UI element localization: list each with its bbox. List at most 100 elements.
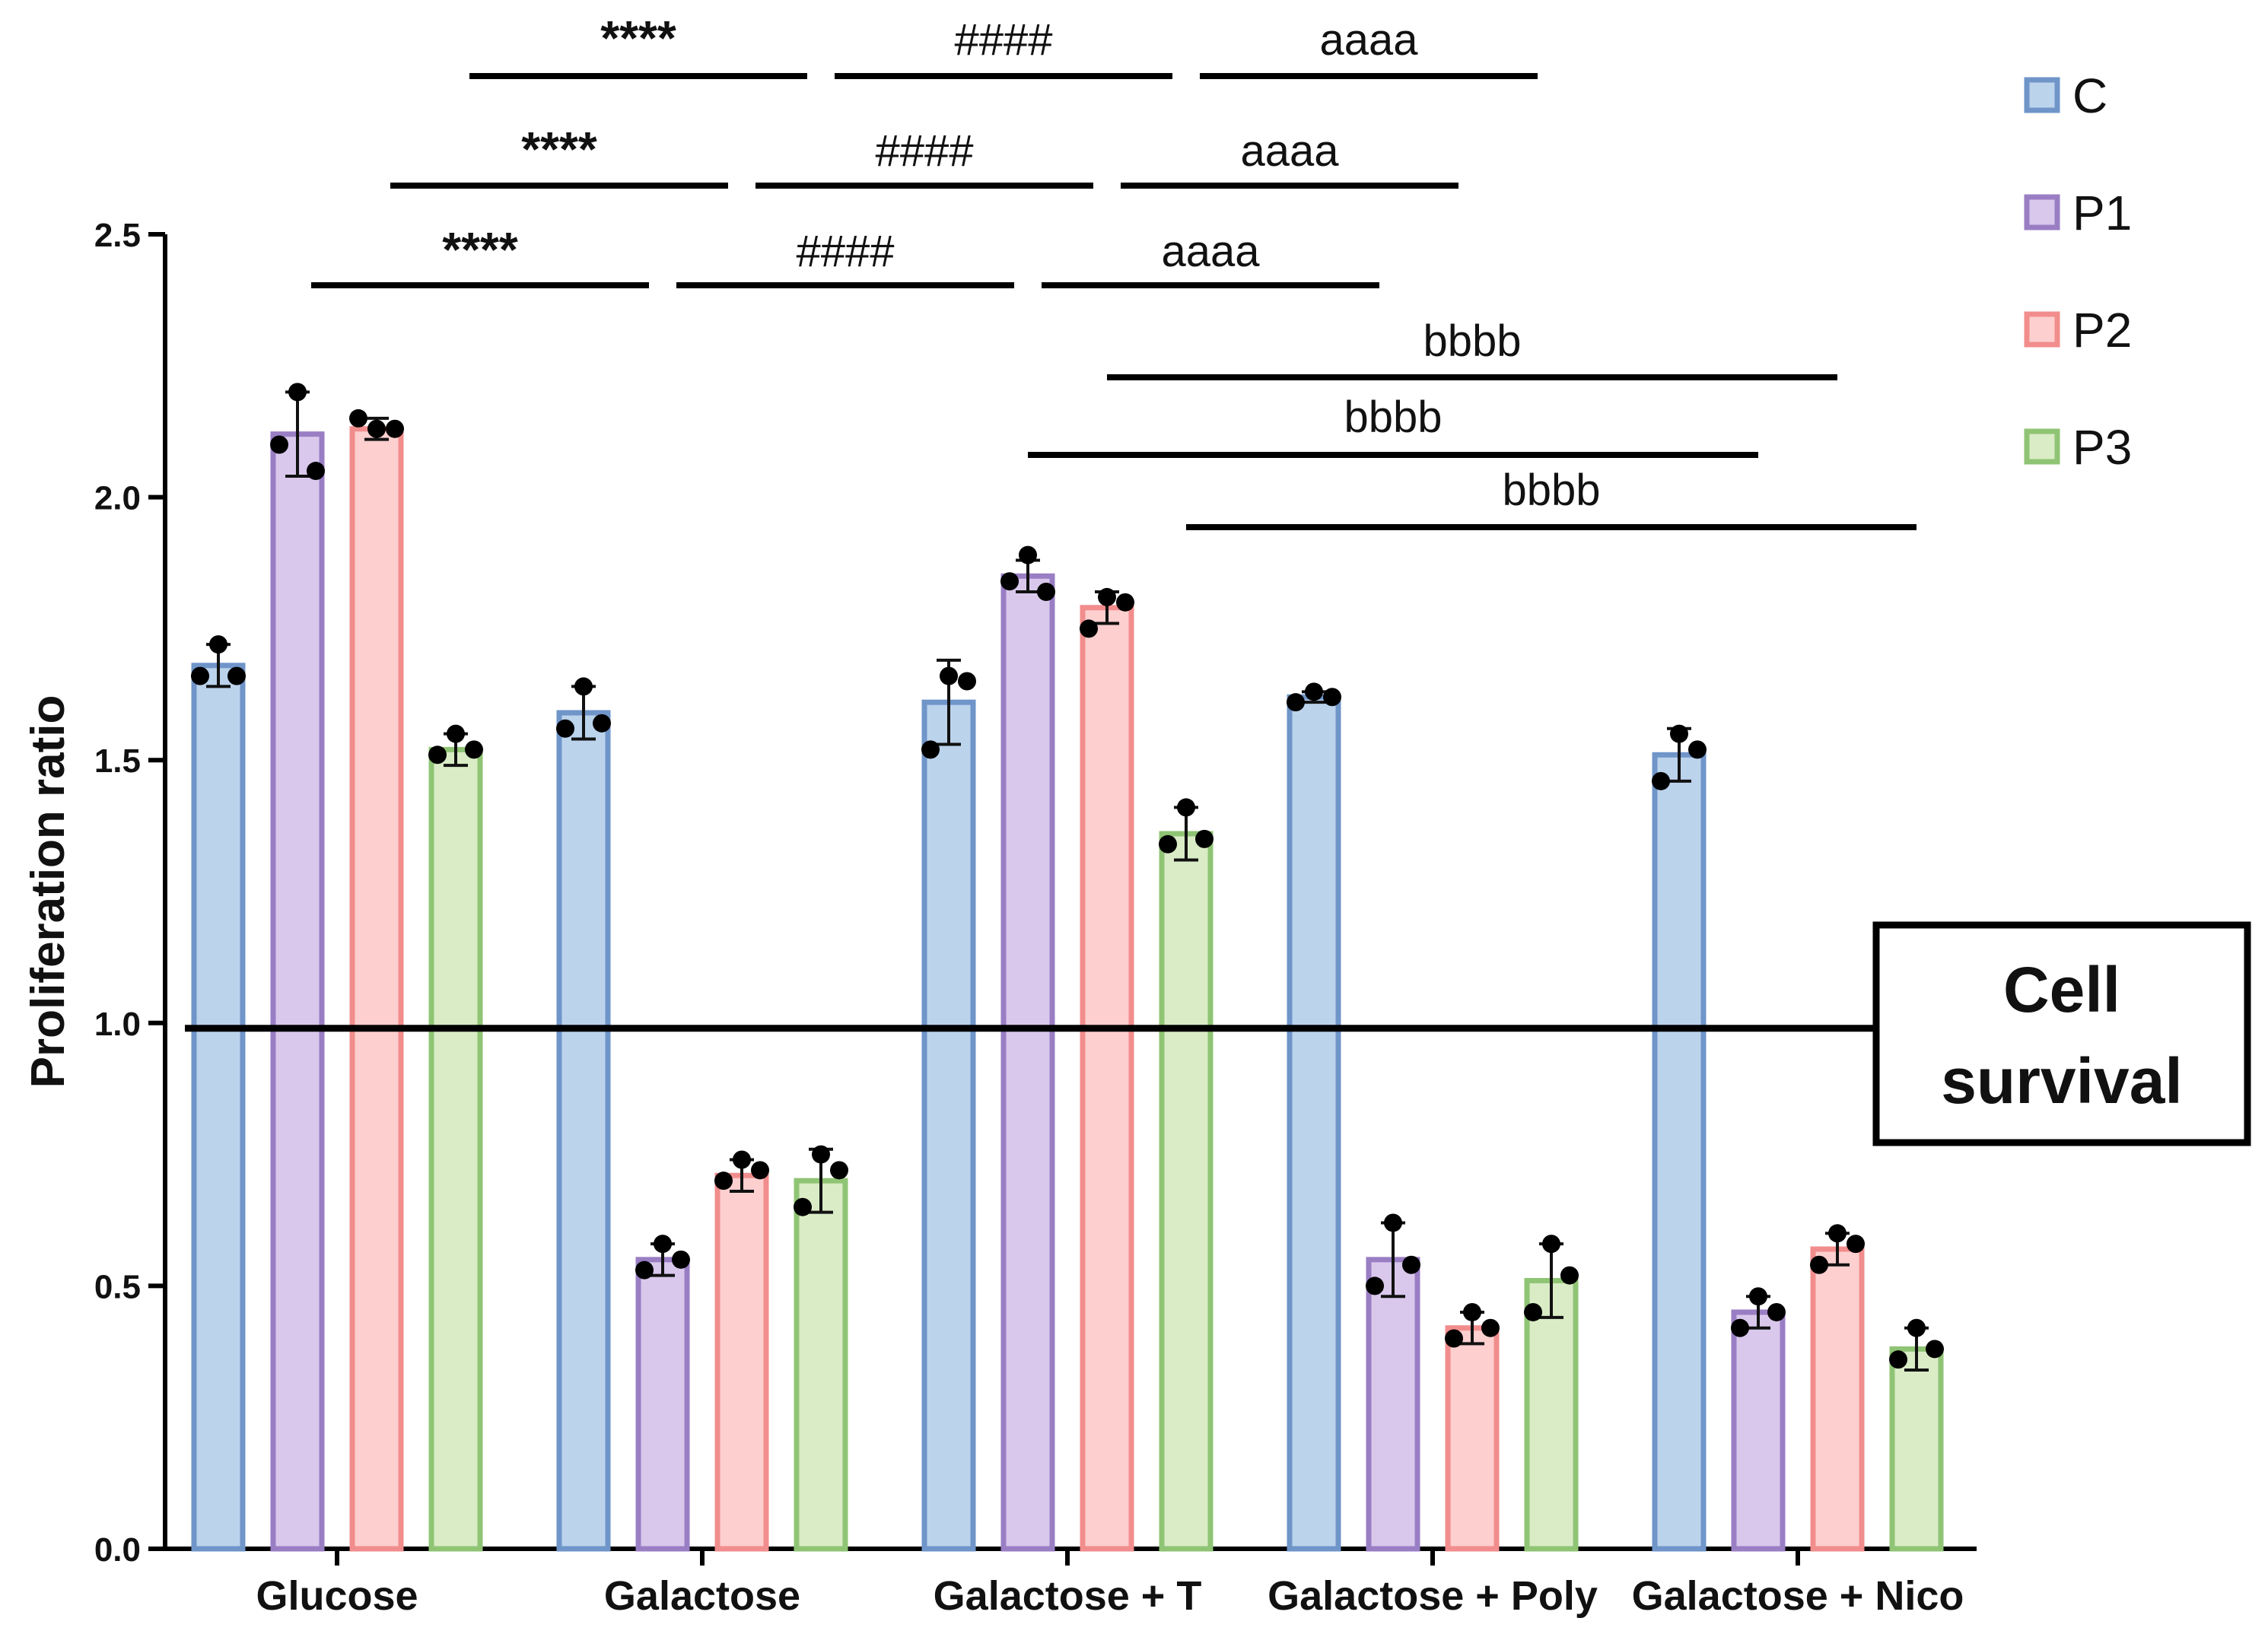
significance-label: #### <box>954 15 1052 65</box>
bar-c-3 <box>1287 694 1341 1552</box>
data-point <box>1524 1302 1542 1321</box>
data-point <box>794 1197 812 1216</box>
data-point <box>1159 834 1177 854</box>
bar-p3-4 <box>1889 1346 1944 1552</box>
data-point <box>672 1250 690 1269</box>
bar-c-2 <box>921 699 976 1552</box>
significance-label: bbbb <box>1502 466 1600 515</box>
y-tick-label: 0.0 <box>94 1531 141 1569</box>
data-point <box>1323 688 1341 707</box>
significance-label: **** <box>521 122 597 176</box>
y-tick-label: 1.5 <box>94 742 141 780</box>
data-point <box>1287 693 1305 712</box>
data-point <box>1670 724 1688 743</box>
significance-label: aaaa <box>1161 227 1260 276</box>
legend-label-p1: P1 <box>2072 186 2132 240</box>
data-point <box>940 666 958 685</box>
bar-p1-2 <box>1000 573 1055 1552</box>
data-point <box>1402 1255 1420 1274</box>
data-point <box>1688 740 1707 759</box>
data-point <box>1847 1235 1865 1254</box>
data-point <box>812 1145 830 1164</box>
data-point <box>1907 1318 1926 1337</box>
data-point <box>1542 1235 1560 1254</box>
significance-label: #### <box>796 227 894 276</box>
data-point <box>1926 1340 1944 1359</box>
bar-c-1 <box>556 710 611 1552</box>
data-point <box>288 383 307 402</box>
significance-label: bbbb <box>1344 393 1442 442</box>
significance-label: #### <box>875 126 973 176</box>
bar-c-0 <box>191 663 246 1552</box>
data-point <box>751 1161 769 1180</box>
bars <box>191 383 1944 1552</box>
y-axis-label: Proliferation ratio <box>22 695 75 1089</box>
bar-p1-1 <box>635 1257 690 1552</box>
significance-label: aaaa <box>1240 126 1339 176</box>
data-point <box>1767 1302 1786 1321</box>
legend-label-p3: P3 <box>2072 420 2132 475</box>
data-point <box>1445 1329 1463 1348</box>
data-point <box>386 419 404 438</box>
data-point <box>556 719 574 738</box>
data-point <box>1463 1302 1481 1321</box>
y-tick-label: 2.5 <box>94 217 141 254</box>
y-ticks: 0.0 0.5 1.0 1.5 2.0 2.5 <box>94 217 165 1569</box>
legend-swatch-p2 <box>2024 311 2060 348</box>
category-label: Galactose <box>604 1573 800 1619</box>
category-label: Galactose + T <box>934 1573 1202 1619</box>
bar-p1-0 <box>270 431 325 1552</box>
data-point <box>1560 1266 1579 1285</box>
bar-p1-3 <box>1366 1257 1420 1552</box>
bar-p2-2 <box>1080 605 1134 1552</box>
data-point <box>1177 798 1195 817</box>
data-point <box>1195 829 1214 848</box>
bar-p3-2 <box>1159 831 1214 1552</box>
cell-survival-line1: Cell <box>2003 954 2120 1025</box>
data-point <box>574 677 593 696</box>
data-point <box>1731 1318 1749 1337</box>
category-label: Glucose <box>256 1573 418 1619</box>
cell-survival-frame <box>1872 921 2251 1146</box>
data-point <box>349 408 367 428</box>
data-point <box>447 724 465 743</box>
category-label: Galactose + Poly <box>1268 1573 1598 1619</box>
data-point <box>1019 545 1037 564</box>
bar-p2-1 <box>714 1172 769 1552</box>
data-point <box>733 1150 751 1169</box>
data-point <box>958 672 976 691</box>
data-point <box>227 666 246 685</box>
data-point <box>428 745 447 765</box>
data-point <box>1828 1224 1847 1243</box>
bar-p3-0 <box>428 746 483 1552</box>
significance-brackets: **** #### aaaa **** #### aaaa **** #### aaaa bbbb… <box>311 11 1917 530</box>
data-point <box>1889 1350 1907 1369</box>
significance-label: **** <box>600 11 676 65</box>
data-point <box>635 1260 654 1280</box>
data-point <box>921 740 940 759</box>
data-point <box>1810 1255 1828 1274</box>
y-tick-label: 2.0 <box>94 480 141 517</box>
bar-p3-1 <box>794 1178 848 1552</box>
data-point <box>1000 572 1019 591</box>
legend-swatch-c <box>2024 77 2060 113</box>
legend-swatch-p1 <box>2024 194 2060 230</box>
y-tick-label: 1.0 <box>94 1006 141 1043</box>
data-point <box>1366 1276 1384 1295</box>
data-point <box>1098 587 1116 606</box>
data-point <box>1652 771 1670 790</box>
data-point <box>714 1171 733 1191</box>
legend-label-c: C <box>2072 68 2107 123</box>
y-tick-label: 0.5 <box>94 1268 141 1305</box>
data-point <box>1116 593 1134 612</box>
data-point <box>1037 583 1055 602</box>
cell-survival-line2: survival <box>1941 1045 2183 1117</box>
data-point <box>654 1235 672 1254</box>
cell-survival-box: Cell survival <box>1872 921 2251 1146</box>
bar-c-4 <box>1652 752 1707 1552</box>
data-point <box>830 1161 848 1180</box>
category-label: Galactose + Nico <box>1632 1573 1964 1619</box>
data-point <box>1384 1213 1402 1232</box>
legend-label-p2: P2 <box>2072 303 2132 358</box>
